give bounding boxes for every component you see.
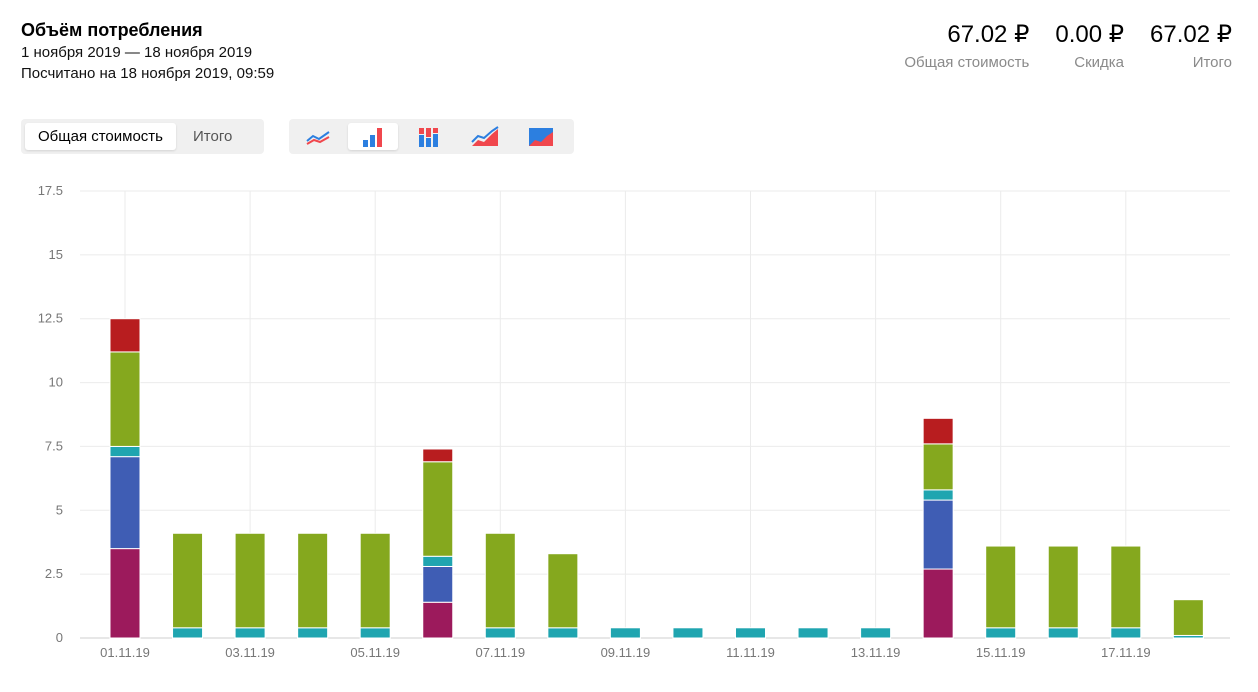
bars xyxy=(109,318,1204,639)
bar-segment[interactable] xyxy=(359,532,391,629)
y-tick-label: 10 xyxy=(49,375,63,390)
bar-segment[interactable] xyxy=(547,553,579,629)
bar-segment[interactable] xyxy=(297,532,329,629)
x-tick-label: 11.11.19 xyxy=(726,645,775,660)
bar-segment[interactable] xyxy=(297,627,329,639)
mode-total-button[interactable]: Итого xyxy=(193,128,233,145)
x-tick-label: 07.11.19 xyxy=(475,645,525,660)
bar-segment[interactable] xyxy=(1047,627,1079,639)
x-tick-label: 05.11.19 xyxy=(350,645,400,660)
bar-segment[interactable] xyxy=(484,627,516,639)
bar-segment[interactable] xyxy=(985,627,1017,639)
bar-segment[interactable] xyxy=(922,499,954,570)
line-area-button[interactable] xyxy=(460,123,510,150)
bar-segment[interactable] xyxy=(484,532,516,629)
bar-segment[interactable] xyxy=(922,417,954,445)
bar-segment[interactable] xyxy=(1110,627,1142,639)
x-tick-label: 01.11.19 xyxy=(100,645,150,660)
report-header: Объём потребления 1 ноября 2019 — 18 ноя… xyxy=(21,18,274,84)
x-tick-label: 09.11.19 xyxy=(601,645,651,660)
total-sum-label: Итого xyxy=(1192,54,1232,71)
y-tick-label: 15 xyxy=(49,247,63,262)
bar-segment[interactable] xyxy=(735,627,766,639)
bar-chart-icon xyxy=(363,127,382,147)
bar-chart-button[interactable] xyxy=(348,123,398,150)
consumption-chart: 0 2.5 5 7.5 10 12.5 15 17.5 01.11.19 03.11.19 05.1… xyxy=(38,183,1230,660)
y-tick-label: 0 xyxy=(56,630,63,645)
mode-total-cost-button[interactable]: Общая стоимость xyxy=(25,123,176,150)
y-tick-label: 7.5 xyxy=(45,438,63,453)
bar-segment[interactable] xyxy=(1172,599,1204,636)
bar-segment[interactable] xyxy=(672,627,704,639)
y-tick-label: 12.5 xyxy=(38,311,63,326)
bar-segment[interactable] xyxy=(860,627,892,639)
x-tick-label: 15.11.19 xyxy=(976,645,1026,660)
bar-segment[interactable] xyxy=(922,443,954,491)
area-chart-button[interactable] xyxy=(516,123,566,150)
chart-type-switch xyxy=(289,119,574,154)
bar-segment[interactable] xyxy=(1110,545,1142,629)
bar-segment[interactable] xyxy=(985,545,1017,629)
bar-segment[interactable] xyxy=(1047,545,1079,629)
calculated-text: Посчитано на 18 ноября 2019, 09:59 xyxy=(21,65,275,82)
stacked-bar-icon xyxy=(419,127,438,147)
line-chart-icon xyxy=(306,130,330,145)
axis-labels: 0 2.5 5 7.5 10 12.5 15 17.5 01.11.19 03.11.19 05.1… xyxy=(38,183,1151,660)
bar-segment[interactable] xyxy=(109,351,141,447)
page-title: Объём потребления xyxy=(21,20,203,40)
discount-label: Скидка xyxy=(1074,54,1124,71)
bar-segment[interactable] xyxy=(422,601,454,639)
bar-segment[interactable] xyxy=(234,627,266,639)
bar-segment[interactable] xyxy=(547,627,579,639)
bar-segment[interactable] xyxy=(422,555,454,567)
y-tick-label: 17.5 xyxy=(38,183,63,198)
line-area-icon xyxy=(471,125,499,146)
bar-segment[interactable] xyxy=(922,568,954,639)
bar-segment[interactable] xyxy=(422,448,454,463)
bar-segment[interactable] xyxy=(109,548,141,639)
x-tick-label: 17.11.19 xyxy=(1101,645,1151,660)
total-cost-value: 67.02 ₽ xyxy=(947,21,1030,48)
period-text: 1 ноября 2019 — 18 ноября 2019 xyxy=(21,44,253,61)
total-sum-value: 67.02 ₽ xyxy=(1150,21,1232,48)
total-cost: 67.02 ₽ Общая стоимость xyxy=(904,20,1029,74)
x-tick-label: 03.11.19 xyxy=(225,645,275,660)
mode-switch: Общая стоимость Итого xyxy=(21,119,264,154)
bar-segment[interactable] xyxy=(172,627,204,639)
totals-panel: 67.02 ₽ Общая стоимость 0.00 ₽ Скидка 67… xyxy=(904,20,1232,74)
y-tick-label: 5 xyxy=(56,502,63,517)
x-tick-label: 13.11.19 xyxy=(851,645,901,660)
y-tick-label: 2.5 xyxy=(45,566,63,581)
discount: 0.00 ₽ Скидка xyxy=(1055,20,1124,74)
stacked-bar-button[interactable] xyxy=(404,123,454,150)
area-chart-icon xyxy=(529,127,553,146)
bar-segment[interactable] xyxy=(609,627,641,639)
bar-segment[interactable] xyxy=(922,489,954,501)
total-cost-label: Общая стоимость xyxy=(904,54,1030,71)
bar-segment[interactable] xyxy=(109,445,141,458)
bar-segment[interactable] xyxy=(109,456,141,550)
total-sum: 67.02 ₽ Итого xyxy=(1150,20,1232,74)
bar-segment[interactable] xyxy=(422,565,454,603)
bar-segment[interactable] xyxy=(422,461,454,557)
bar-segment[interactable] xyxy=(172,532,204,629)
bar-segment[interactable] xyxy=(109,318,141,353)
line-chart-button[interactable] xyxy=(293,123,343,150)
discount-value: 0.00 ₽ xyxy=(1055,21,1124,48)
bar-segment[interactable] xyxy=(359,627,391,639)
bar-segment[interactable] xyxy=(797,627,829,639)
bar-segment[interactable] xyxy=(234,532,266,629)
